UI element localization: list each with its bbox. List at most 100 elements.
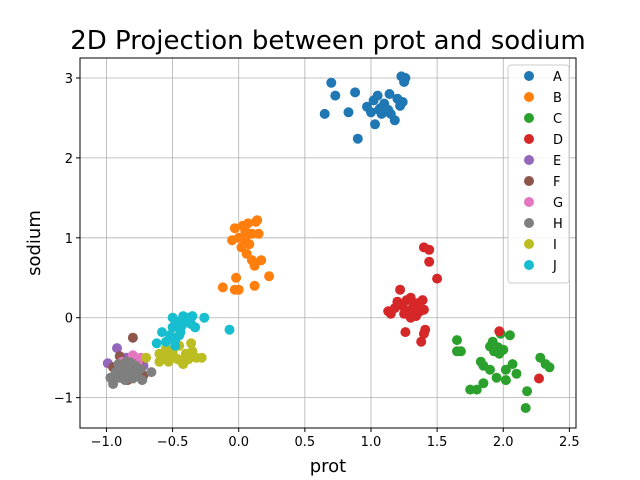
- data-point: [243, 218, 253, 229]
- data-point: [417, 295, 428, 306]
- data-point: [418, 304, 429, 315]
- data-point: [384, 89, 395, 99]
- data-point: [375, 103, 386, 114]
- series-j: [151, 311, 235, 351]
- data-point: [137, 375, 148, 386]
- legend-label: F: [553, 175, 560, 190]
- data-point: [534, 373, 544, 384]
- data-point: [157, 327, 167, 338]
- legend-label: D: [553, 133, 563, 148]
- y-tick-label: −1: [54, 392, 73, 407]
- data-point: [154, 356, 165, 367]
- data-point: [187, 311, 198, 322]
- data-point: [395, 284, 406, 295]
- legend-marker: [524, 197, 534, 207]
- y-tick-label: 3: [65, 72, 73, 87]
- data-point: [455, 346, 466, 357]
- data-point: [544, 362, 555, 373]
- legend-marker: [524, 155, 534, 165]
- data-point: [370, 119, 380, 130]
- data-point: [400, 73, 411, 83]
- data-point: [500, 375, 511, 386]
- series-d: [383, 242, 544, 384]
- legend-marker: [524, 218, 534, 228]
- data-point: [125, 357, 136, 368]
- legend-marker: [524, 113, 534, 123]
- data-point: [420, 324, 431, 335]
- data-point: [151, 338, 162, 349]
- legend-label: B: [553, 91, 562, 106]
- data-point: [253, 228, 264, 239]
- data-point: [186, 338, 197, 349]
- data-point: [161, 351, 171, 362]
- x-tick-label: 0.5: [295, 435, 316, 450]
- series-c: [452, 328, 555, 413]
- data-point: [389, 115, 400, 126]
- data-point: [252, 215, 263, 226]
- data-point: [424, 244, 435, 255]
- legend-label: E: [553, 154, 561, 169]
- data-point: [500, 364, 511, 375]
- data-point: [135, 363, 146, 374]
- legend-box: [507, 64, 570, 284]
- data-point: [520, 403, 531, 413]
- legend-label: A: [553, 70, 562, 85]
- data-point: [494, 326, 505, 337]
- legend-label: I: [553, 238, 557, 253]
- data-point: [249, 280, 260, 291]
- data-point: [196, 352, 207, 363]
- data-point: [224, 324, 235, 335]
- series-h: [105, 356, 157, 389]
- data-point: [366, 107, 376, 118]
- data-point: [330, 90, 341, 101]
- data-point: [493, 342, 503, 353]
- legend-marker: [524, 239, 534, 249]
- x-axis-label: prot: [310, 456, 347, 477]
- data-point: [400, 327, 411, 338]
- data-point: [478, 378, 489, 389]
- data-point: [240, 226, 251, 237]
- data-point: [233, 284, 244, 295]
- data-point: [350, 87, 361, 98]
- legend-label: J: [552, 259, 557, 274]
- data-point: [452, 335, 462, 346]
- data-point: [264, 271, 275, 282]
- data-point: [432, 273, 443, 284]
- data-point: [146, 367, 157, 378]
- series-a: [319, 71, 411, 144]
- data-point: [491, 372, 502, 383]
- data-point: [424, 256, 435, 267]
- x-tick-label: −1.0: [91, 435, 123, 450]
- plot-frame: [79, 57, 577, 429]
- y-tick-label: 1: [65, 232, 73, 247]
- data-point: [141, 352, 152, 363]
- data-point: [231, 272, 242, 283]
- legend-marker: [524, 260, 534, 270]
- data-point: [178, 359, 189, 370]
- data-point: [397, 97, 408, 107]
- data-point: [416, 336, 427, 347]
- data-point: [244, 239, 255, 250]
- data-point: [522, 386, 533, 397]
- data-point: [405, 292, 416, 303]
- data-point: [233, 232, 244, 243]
- data-point: [511, 368, 522, 379]
- data-point: [175, 327, 186, 338]
- data-point: [190, 322, 201, 333]
- data-point: [127, 332, 138, 343]
- x-tick-label: 2.5: [559, 435, 580, 450]
- x-tick-label: −0.5: [157, 435, 189, 450]
- data-point: [199, 312, 210, 323]
- data-point: [319, 108, 330, 119]
- x-tick-label: 2.0: [493, 435, 514, 450]
- legend-marker: [524, 134, 534, 144]
- data-point: [485, 364, 495, 375]
- data-point: [383, 104, 394, 115]
- legend-marker: [524, 71, 534, 81]
- y-axis-label: sodium: [24, 210, 45, 276]
- data-point: [249, 260, 260, 271]
- legend-marker: [524, 176, 534, 186]
- x-tick-label: 1.0: [361, 435, 382, 450]
- data-point: [504, 330, 515, 341]
- data-point: [352, 133, 363, 144]
